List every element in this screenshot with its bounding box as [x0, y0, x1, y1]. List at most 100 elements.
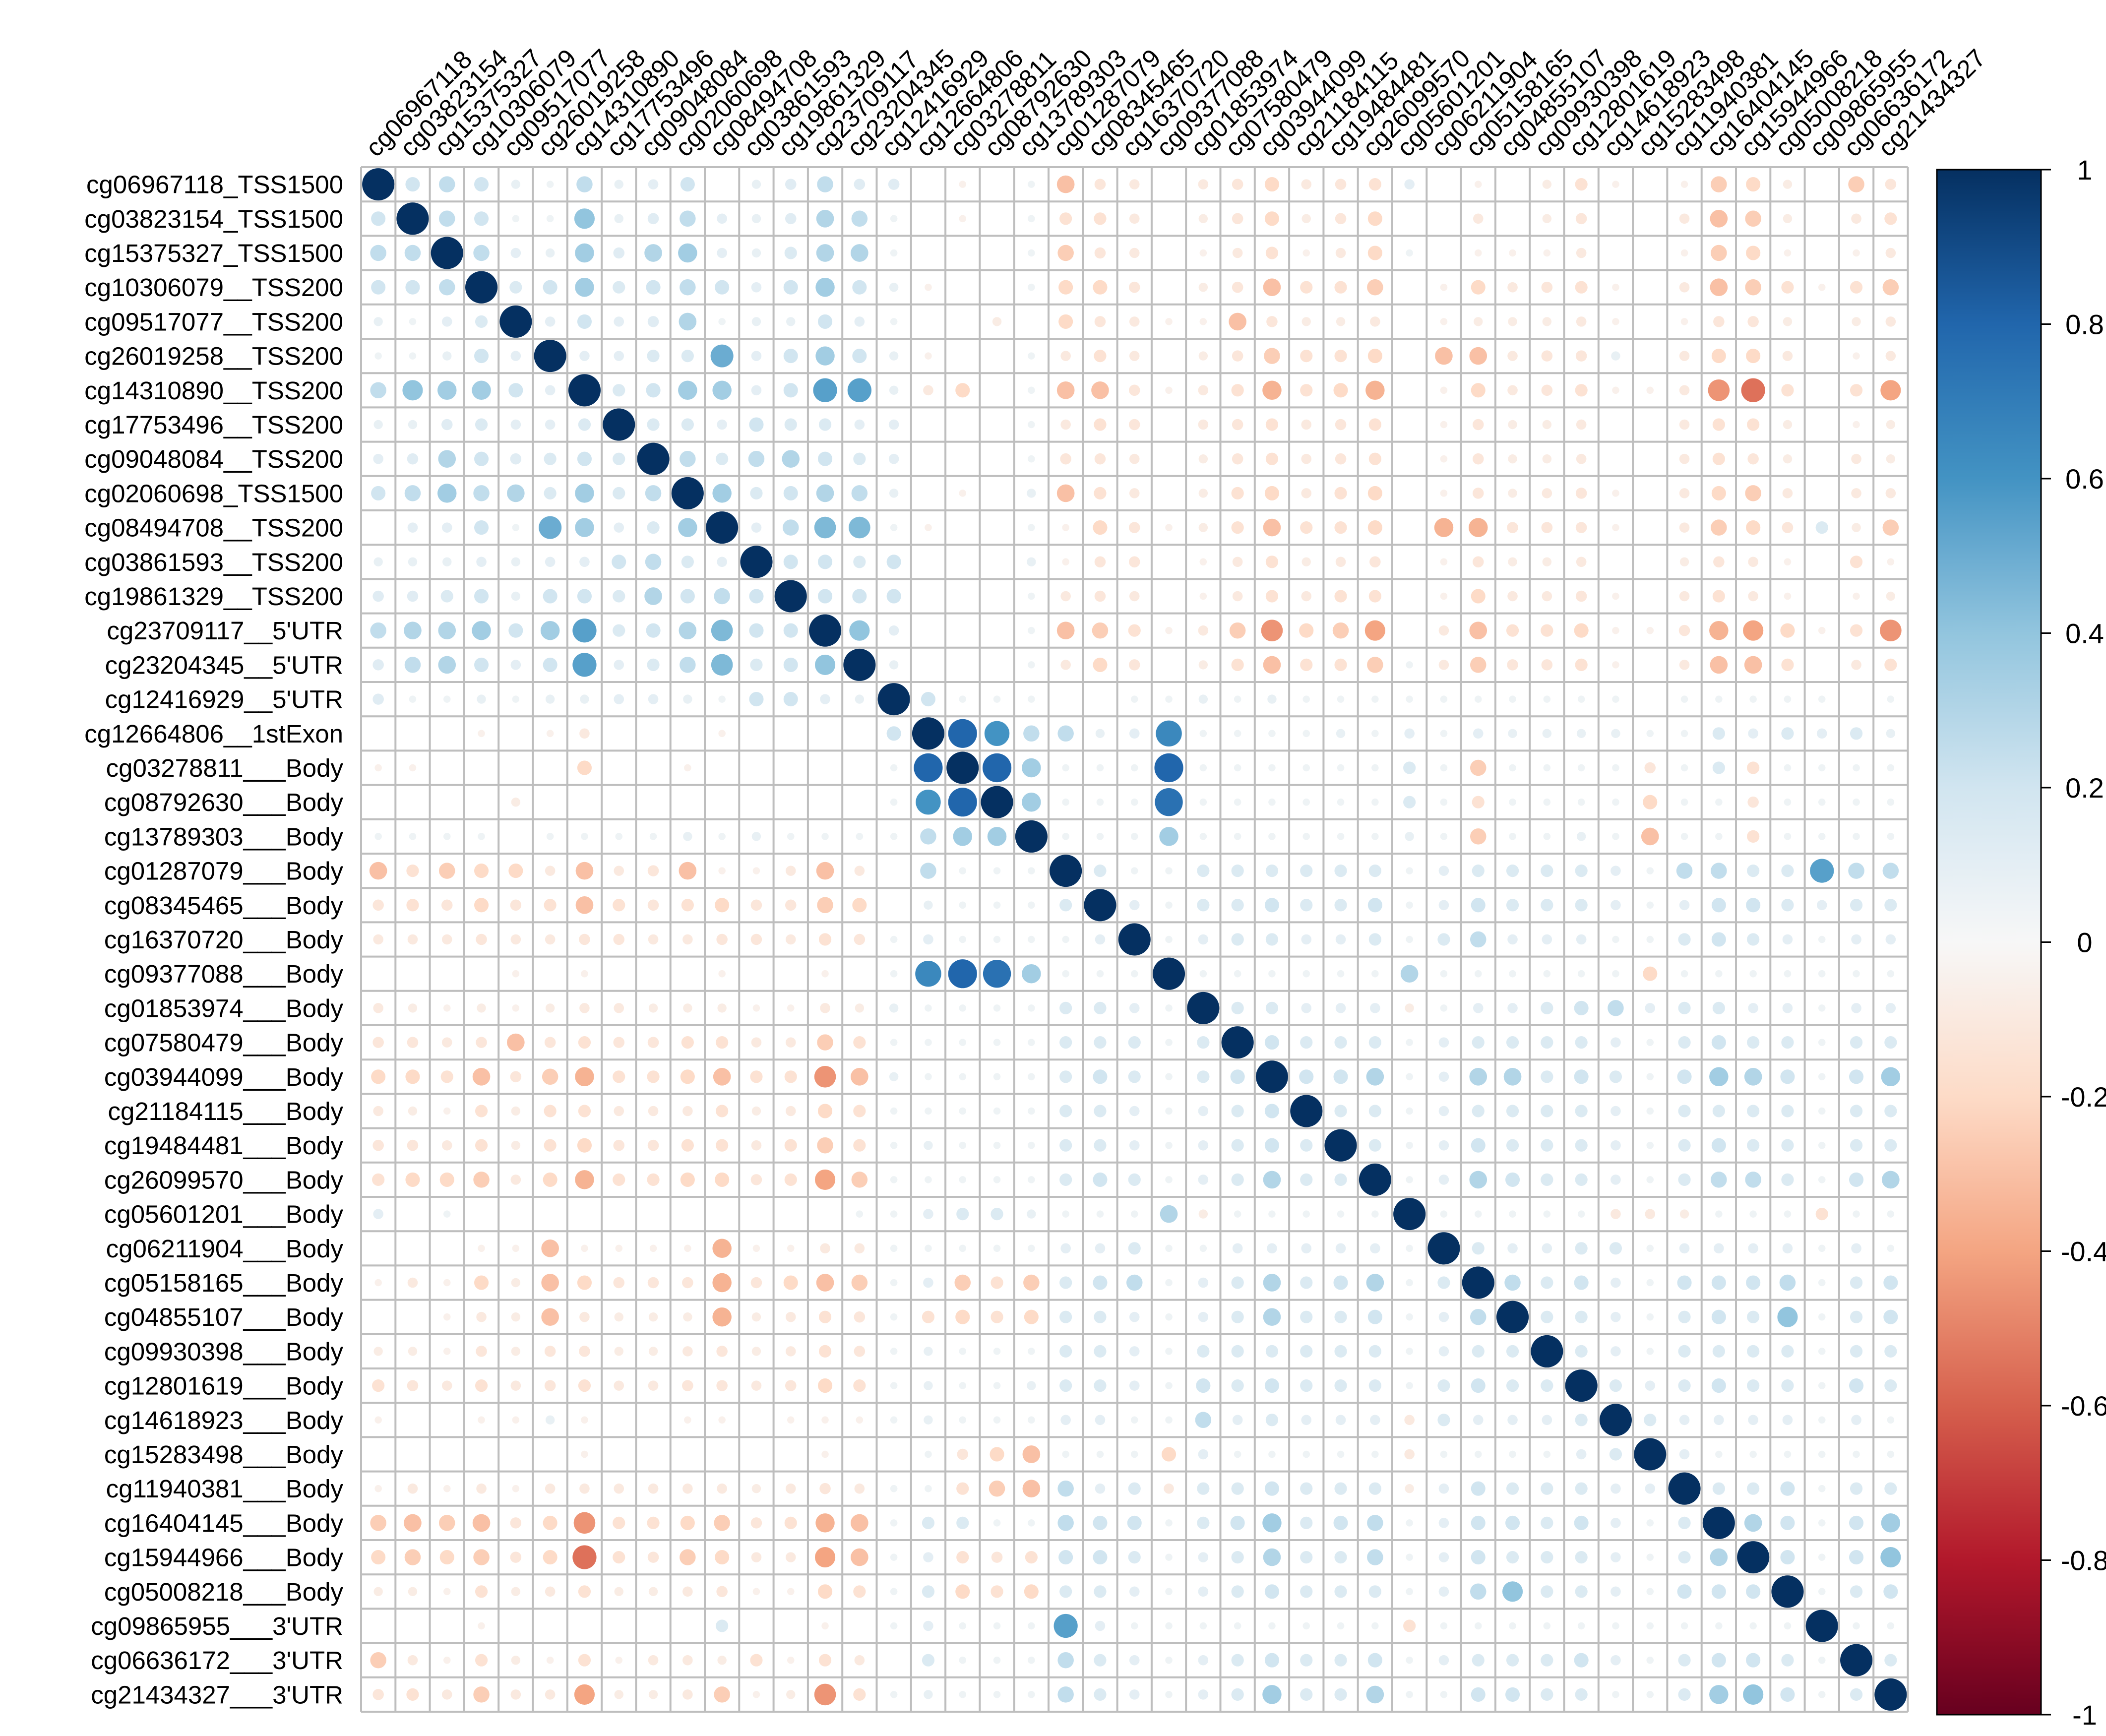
corr-circle	[1165, 1348, 1173, 1355]
corr-circle	[1059, 1001, 1072, 1014]
corr-circle	[851, 485, 868, 501]
corr-circle	[890, 1107, 898, 1115]
corr-circle	[1574, 1653, 1589, 1668]
corr-circle	[1199, 764, 1207, 772]
corr-circle	[1784, 249, 1792, 257]
corr-circle	[1678, 933, 1691, 946]
corr-circle	[955, 1309, 970, 1324]
corr-circle	[684, 1416, 691, 1424]
corr-circle	[1780, 623, 1795, 638]
corr-circle	[1680, 970, 1688, 978]
corr-circle	[572, 619, 597, 643]
corr-circle	[1028, 215, 1035, 223]
corr-circle	[925, 1073, 932, 1081]
corr-circle	[1231, 899, 1244, 912]
corr-circle	[1368, 865, 1381, 877]
corr-circle	[817, 1137, 833, 1154]
corr-circle	[511, 1347, 521, 1356]
corr-circle	[1882, 1171, 1900, 1189]
corr-circle	[407, 1483, 418, 1494]
row-label: cg05158165___Body	[104, 1269, 344, 1297]
corr-circle	[856, 833, 864, 840]
corr-circle	[1777, 1306, 1798, 1327]
corr-circle	[717, 557, 727, 567]
colorbar-tick-label: 0.8	[2065, 309, 2104, 340]
corr-circle	[510, 248, 521, 258]
corr-circle	[511, 591, 521, 601]
corr-circle	[1506, 1139, 1519, 1152]
corr-circle	[854, 1311, 866, 1323]
corr-circle	[1748, 1243, 1758, 1254]
corr-circle	[1334, 487, 1347, 499]
corr-circle	[1153, 957, 1185, 990]
corr-circle	[1472, 796, 1485, 808]
corr-circle	[1268, 764, 1276, 772]
corr-circle	[1849, 1378, 1864, 1393]
corr-circle	[1406, 867, 1413, 874]
corr-circle	[404, 1549, 421, 1565]
corr-circle	[1471, 1550, 1486, 1565]
corr-circle	[853, 1036, 866, 1049]
corr-circle	[1507, 385, 1518, 396]
corr-circle	[1027, 557, 1036, 566]
corr-circle	[1301, 453, 1312, 464]
colorbar-tick-label: 0	[2077, 927, 2092, 958]
corr-circle	[1469, 1067, 1487, 1086]
corr-circle	[1818, 283, 1826, 291]
corr-circle	[1300, 1688, 1313, 1701]
corr-circle	[372, 693, 384, 705]
corr-circle	[1711, 1309, 1726, 1324]
corr-circle	[948, 788, 977, 817]
corr-circle	[1783, 180, 1793, 189]
corr-circle	[890, 1176, 898, 1183]
corr-circle	[1232, 350, 1243, 362]
corr-circle	[1679, 1243, 1690, 1254]
corr-circle	[1818, 833, 1826, 840]
corr-circle	[1610, 1552, 1621, 1562]
corr-circle	[578, 1036, 591, 1049]
corr-circle	[1406, 1382, 1413, 1389]
corr-circle	[1646, 626, 1654, 634]
corr-circle	[1784, 592, 1792, 600]
corr-circle	[1165, 318, 1173, 325]
corr-circle	[1646, 1691, 1654, 1698]
corr-circle	[1028, 1244, 1035, 1252]
corr-circle	[372, 659, 384, 671]
corr-circle	[1646, 1553, 1654, 1561]
corr-circle	[1234, 1450, 1241, 1458]
corr-circle	[1334, 1105, 1347, 1117]
corr-circle	[613, 1551, 625, 1564]
corr-circle	[1197, 1482, 1210, 1495]
corr-circle	[373, 1106, 383, 1116]
corr-circle	[714, 1686, 730, 1703]
corr-circle	[1576, 248, 1587, 258]
corr-circle	[1164, 1483, 1174, 1494]
row-label: cg09865955___3'UTR	[91, 1612, 343, 1640]
corr-circle	[1711, 1172, 1727, 1188]
corr-circle	[1610, 1106, 1621, 1116]
corr-circle	[679, 621, 697, 640]
corr-circle	[784, 1173, 797, 1186]
corr-circle	[1059, 1310, 1072, 1323]
corr-circle	[816, 209, 834, 228]
corr-circle	[1850, 624, 1863, 637]
corr-circle	[1022, 792, 1041, 812]
corr-circle	[1062, 833, 1069, 840]
corr-circle	[510, 419, 521, 430]
corr-circle	[818, 314, 833, 329]
corr-circle	[1575, 899, 1588, 912]
corr-circle	[1473, 213, 1484, 224]
corr-circle	[1575, 213, 1587, 225]
corr-circle	[1710, 209, 1728, 228]
corr-circle	[1300, 1516, 1313, 1529]
corr-circle	[1678, 1105, 1691, 1117]
corr-circle	[1646, 1073, 1654, 1081]
corr-circle	[1334, 1688, 1347, 1701]
corr-circle	[1302, 695, 1310, 703]
corr-circle	[1818, 1279, 1826, 1287]
corr-circle	[924, 900, 933, 910]
corr-circle	[1231, 1105, 1244, 1117]
corr-circle	[575, 277, 594, 297]
corr-circle	[1129, 351, 1140, 361]
corr-circle	[1129, 1311, 1140, 1322]
